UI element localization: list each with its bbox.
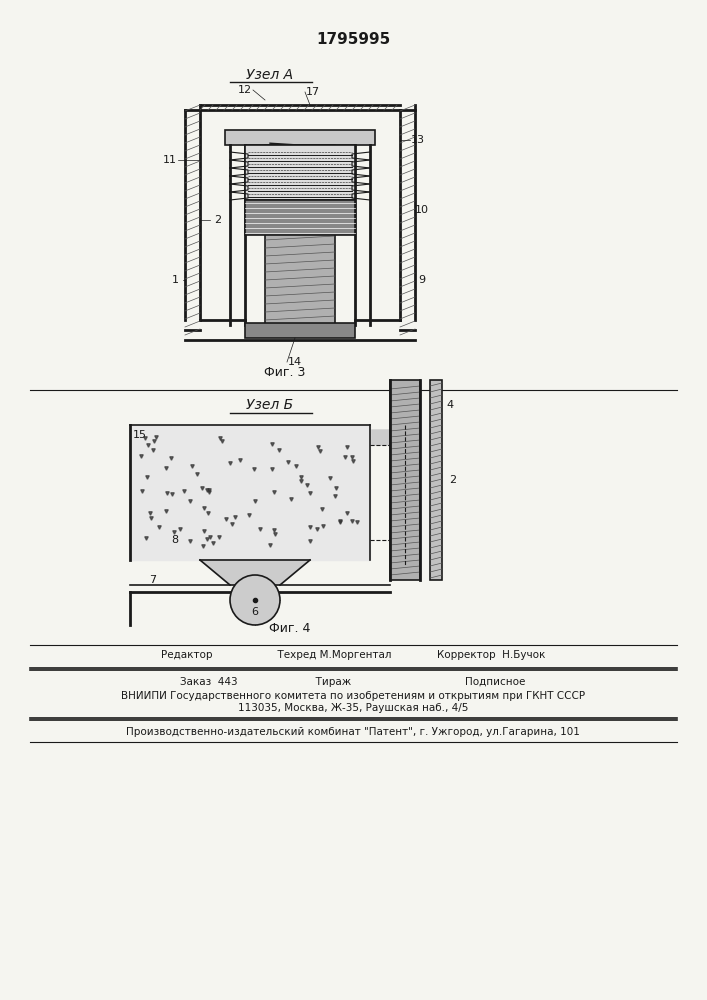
Text: Производственно-издательский комбинат "Патент", г. Ужгород, ул.Гагарина, 101: Производственно-издательский комбинат "П…	[126, 727, 580, 737]
Text: 17: 17	[306, 87, 320, 97]
Text: 1: 1	[172, 275, 178, 285]
Bar	[225, 130, 375, 145]
Text: 11: 11	[163, 155, 177, 165]
Bar	[265, 145, 335, 325]
Text: 13: 13	[411, 135, 425, 145]
Polygon shape	[130, 425, 370, 560]
Text: 113035, Москва, Ж-35, Раушская наб., 4/5: 113035, Москва, Ж-35, Раушская наб., 4/5	[238, 703, 468, 713]
Text: 2: 2	[214, 215, 221, 225]
Text: 9: 9	[419, 275, 426, 285]
Text: 2: 2	[450, 475, 457, 485]
Text: 8: 8	[171, 535, 179, 545]
Text: Редактор                    Техред М.Моргентал              Корректор  Н.Бучок: Редактор Техред М.Моргентал Корректор Н.…	[160, 650, 545, 660]
Text: Узел Б: Узел Б	[247, 398, 293, 412]
Polygon shape	[140, 430, 390, 445]
Text: 10: 10	[415, 205, 429, 215]
Text: ВНИИПИ Государственного комитета по изобретениям и открытиям при ГКНТ СССР: ВНИИПИ Государственного комитета по изоб…	[121, 691, 585, 701]
Text: 6: 6	[252, 607, 259, 617]
Circle shape	[230, 575, 280, 625]
Text: 12: 12	[238, 85, 252, 95]
Text: 15: 15	[133, 430, 147, 440]
Text: Фиг. 3: Фиг. 3	[264, 365, 305, 378]
Text: 4: 4	[446, 400, 454, 410]
Bar	[430, 380, 442, 580]
Text: Заказ  443                        Тираж                                   Подпис: Заказ 443 Тираж Подпис	[180, 677, 526, 687]
Text: 7: 7	[149, 575, 156, 585]
Text: Узел А: Узел А	[247, 68, 293, 82]
Text: Фиг. 4: Фиг. 4	[269, 621, 310, 635]
Bar	[245, 323, 355, 338]
Bar	[245, 200, 355, 235]
Bar	[390, 380, 420, 580]
Text: 14: 14	[288, 357, 302, 367]
Bar	[245, 145, 355, 200]
Polygon shape	[200, 560, 310, 585]
Text: 1795995: 1795995	[316, 32, 390, 47]
